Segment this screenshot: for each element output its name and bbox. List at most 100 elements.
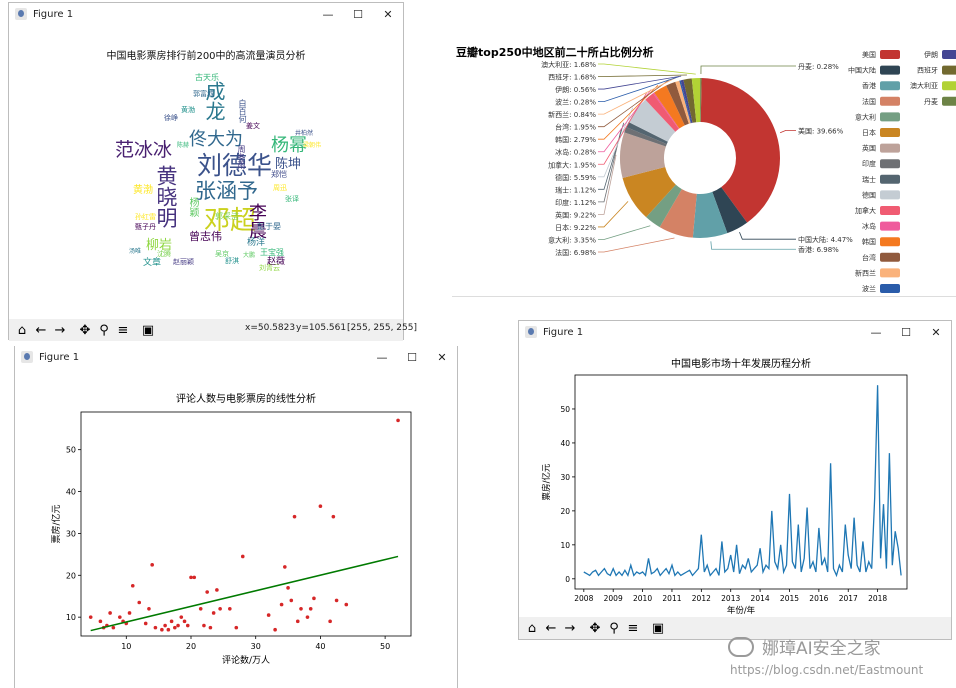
- maximize-button[interactable]: ☐: [407, 350, 417, 364]
- donut-slice-丹麦: [700, 78, 702, 123]
- wordcloud-word: 曾志伟: [189, 230, 222, 243]
- legend-swatch: [880, 268, 900, 278]
- subplots-icon[interactable]: ≡: [627, 620, 639, 636]
- legend-label: 日本: [862, 128, 876, 137]
- donut-panel: 豆瓣top250中地区前二十所占比例分析 美国: 39.66% 中国大陆: 4.4…: [452, 30, 956, 297]
- legend-swatch: [880, 112, 900, 122]
- donut-label: 西班牙: 1.68%: [548, 73, 596, 82]
- wordcloud-word: 张涵予: [195, 179, 258, 203]
- legend-swatch: [880, 237, 900, 247]
- y-tick-label: 20: [66, 571, 76, 580]
- y-tick-label: 50: [560, 405, 570, 414]
- donut-slice-意大利: [646, 184, 682, 228]
- scatter-point: [205, 590, 209, 594]
- legend-label: 意大利: [855, 112, 876, 121]
- wordcloud-word: 孙红雷: [135, 213, 156, 221]
- scatter-point: [240, 554, 245, 559]
- wechat-icon: [728, 636, 754, 657]
- wordcloud-word: 黄晓明: [154, 165, 178, 228]
- home-icon[interactable]: ⌂: [527, 620, 537, 636]
- scatter-point: [192, 575, 197, 580]
- forward-icon[interactable]: →: [54, 322, 66, 338]
- home-icon[interactable]: ⌂: [17, 322, 27, 338]
- watermark: 娜璋AI安全之家 https://blog.csdn.net/Eastmount: [728, 634, 954, 686]
- wordcloud-word: 佟大为: [189, 129, 243, 150]
- donut-label-line: [700, 65, 796, 75]
- legend-label: 澳大利亚: [910, 81, 938, 90]
- scatter-point: [295, 619, 300, 624]
- wordcloud-word: 赵丽颖: [173, 258, 194, 266]
- legend-swatch: [880, 206, 900, 215]
- legend-swatch: [880, 252, 900, 262]
- watermark-url: https://blog.csdn.net/Eastmount: [730, 663, 924, 677]
- forward-icon[interactable]: →: [564, 620, 576, 636]
- x-axis-label: 评论数/万人: [222, 654, 270, 666]
- scatter-point: [176, 623, 180, 628]
- wordcloud-word: 周冬雨: [237, 145, 246, 169]
- line-title: 中国电影市场十年发展历程分析: [671, 357, 811, 370]
- close-button[interactable]: ✕: [437, 350, 447, 364]
- wordcloud-word: 杨颖: [187, 197, 198, 217]
- y-tick-label: 30: [560, 473, 570, 482]
- wordcloud-word: 大鹏: [243, 252, 256, 259]
- x-tick-label: 2016: [809, 594, 828, 603]
- scatter-point: [88, 615, 93, 619]
- wordcloud-word: 杨幂: [271, 135, 307, 156]
- donut-label-line: [710, 241, 796, 250]
- scatter-point: [202, 623, 206, 628]
- scatter-point: [98, 619, 103, 624]
- scatter-point: [211, 611, 216, 615]
- save-icon[interactable]: ▣: [141, 322, 155, 338]
- x-tick-label: 2015: [780, 594, 799, 603]
- wordcloud-word: 汤唯: [129, 248, 142, 255]
- donut-slice-加拿大: [645, 93, 679, 132]
- minimize-button[interactable]: —: [376, 350, 388, 364]
- scatter-point: [173, 625, 177, 630]
- legend-swatch: [942, 81, 956, 91]
- maximize-button[interactable]: ☐: [353, 7, 363, 21]
- donut-slice-美国: [700, 78, 780, 223]
- donut-label-line: [598, 85, 659, 140]
- scatter-point: [328, 619, 332, 624]
- wordcloud-word: 吴京: [215, 250, 229, 258]
- wordcloud-word: 姜文: [246, 122, 260, 130]
- figure-icon: [15, 8, 27, 20]
- scatter-point: [208, 625, 213, 630]
- donut-label: 瑞士: 1.12%: [555, 185, 596, 194]
- donut-label-line: [598, 77, 677, 115]
- donut-label-line: [598, 76, 680, 102]
- wordcloud-word: 甄子丹: [135, 223, 156, 231]
- donut-label: 美国: 39.66%: [798, 126, 844, 135]
- scatter-point: [160, 627, 164, 632]
- pan-icon[interactable]: ✥: [79, 322, 91, 338]
- save-icon[interactable]: ▣: [651, 620, 665, 636]
- legend-label: 瑞士: [862, 175, 876, 184]
- legend-swatch: [880, 81, 900, 91]
- scatter-point: [179, 615, 184, 619]
- zoom-icon[interactable]: ⚲: [99, 322, 109, 338]
- close-button[interactable]: ✕: [931, 325, 941, 339]
- donut-slice-澳大利亚: [691, 78, 701, 123]
- donut-slice-伊朗: [680, 79, 693, 124]
- close-button[interactable]: ✕: [383, 7, 393, 21]
- back-icon[interactable]: ←: [545, 620, 557, 636]
- scatter-point: [286, 586, 290, 590]
- minimize-button[interactable]: —: [322, 7, 334, 21]
- legend-label: 法国: [862, 97, 876, 106]
- x-tick-label: 2017: [839, 594, 858, 603]
- window-title: Figure 1: [33, 8, 74, 20]
- y-axis-label: 票房/亿元: [50, 504, 62, 543]
- minimize-button[interactable]: —: [870, 325, 882, 339]
- subplots-icon[interactable]: ≡: [117, 322, 129, 338]
- legend-swatch: [942, 50, 956, 59]
- legend-swatch: [880, 128, 900, 137]
- y-axis-label: 票房/亿元: [541, 463, 552, 500]
- wordcloud-word: 赵薇: [267, 257, 286, 267]
- scatter-point: [118, 615, 122, 619]
- y-tick-label: 20: [560, 507, 570, 516]
- pan-icon[interactable]: ✥: [589, 620, 601, 636]
- maximize-button[interactable]: ☐: [901, 325, 911, 339]
- zoom-icon[interactable]: ⚲: [609, 620, 619, 636]
- scatter-window-titlebar: Figure 1 — ☐ ✕: [15, 346, 457, 368]
- back-icon[interactable]: ←: [35, 322, 47, 338]
